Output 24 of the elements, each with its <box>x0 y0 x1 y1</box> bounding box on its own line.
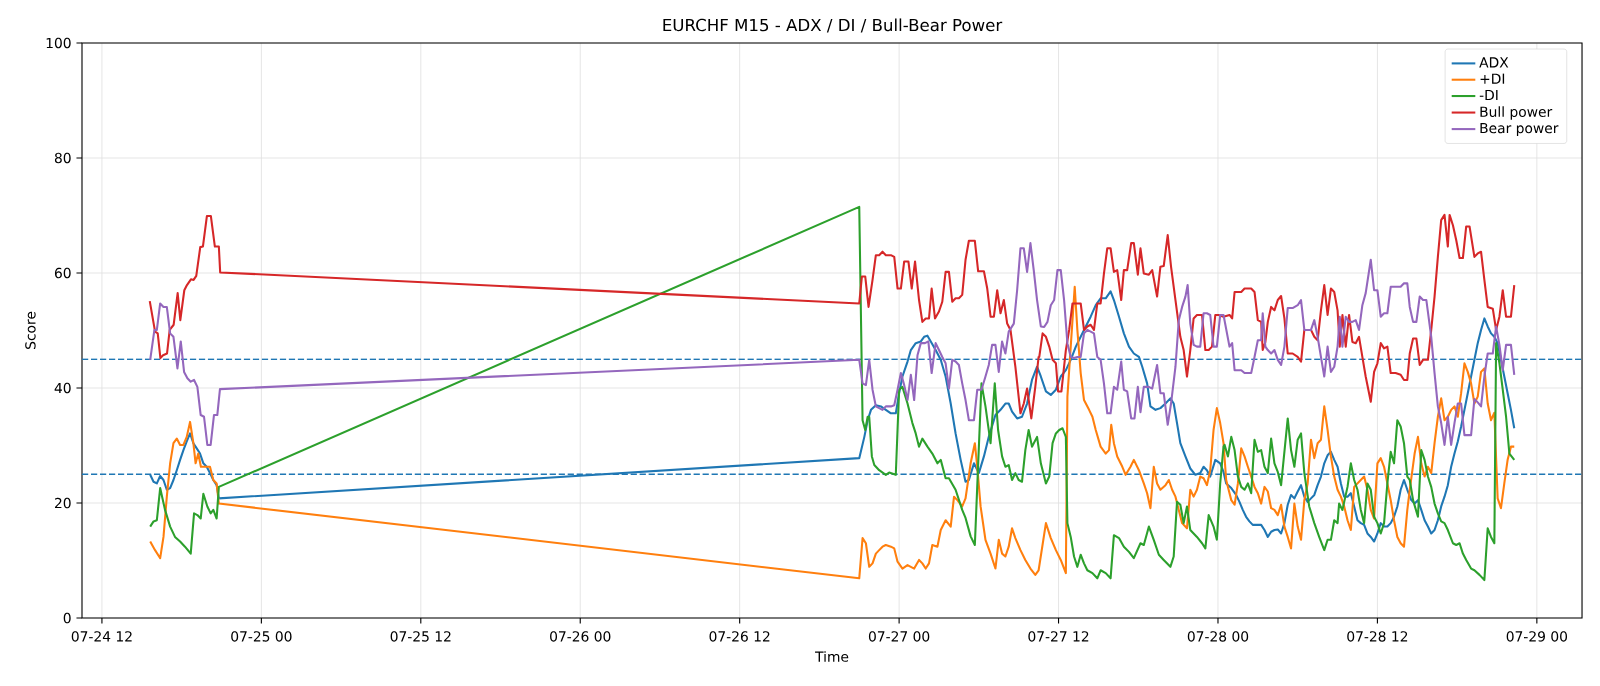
x-axis-title: Time <box>815 651 849 662</box>
legend-label: -DI <box>1479 89 1498 101</box>
x-tick-label: 07-24 12 <box>71 631 132 642</box>
x-tick-label: 07-26 12 <box>709 631 770 642</box>
legend-label: ADX <box>1479 57 1509 68</box>
y-tick-label: 40 <box>54 382 71 394</box>
x-tick-label: 07-28 00 <box>1187 631 1249 642</box>
x-tick-label: 07-25 00 <box>231 631 292 642</box>
y-tick-label: 0 <box>63 612 71 624</box>
legend-label: +DI <box>1480 73 1505 84</box>
y-tick-label: 100 <box>46 37 71 49</box>
x-tick-label: 07-28 12 <box>1347 631 1408 642</box>
y-axis-title: Score <box>25 311 36 349</box>
legend-label: Bull power <box>1480 106 1553 120</box>
x-tick-label: 07-27 12 <box>1028 631 1089 642</box>
x-tick-label: 07-25 12 <box>390 631 451 642</box>
y-tick-label: 20 <box>54 497 71 509</box>
x-tick-label: 07-27 00 <box>868 631 930 642</box>
legend-label: Bear power <box>1480 123 1559 136</box>
y-tick-label: 80 <box>54 152 71 164</box>
y-tick-label: 60 <box>54 267 71 279</box>
x-tick-label: 07-29 00 <box>1506 631 1568 642</box>
chart-title: EURCHF M15 - ADX / DI / Bull-Bear Power <box>663 18 1003 33</box>
x-tick-label: 07-26 00 <box>550 631 611 642</box>
